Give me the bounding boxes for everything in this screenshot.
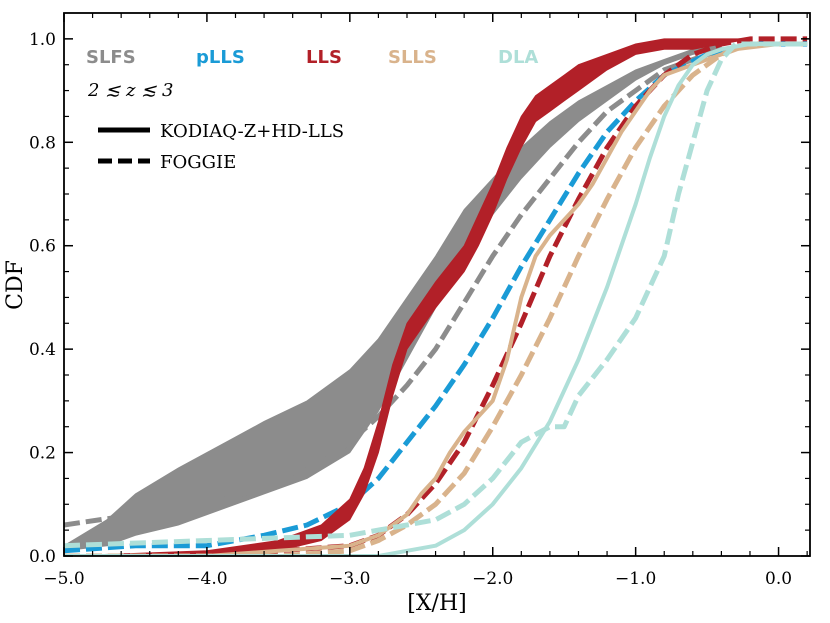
legend-entry-foggie: FOGGIE: [160, 152, 236, 173]
y-tick-label: 0.0: [29, 547, 56, 567]
legend-entry-kodiaq: KODIAQ-Z+HD-LLS: [160, 121, 344, 142]
tick-layer: −5.0 −4.0 −3.0 −2.0 −1.0 0.0 0.0 0.2 0.4 0.6 0.8 1.…: [29, 13, 810, 589]
y-tick-label: 1.0: [29, 30, 56, 50]
series-label-slfs: SLFS: [86, 47, 136, 68]
slls-foggie-line: [64, 41, 808, 556]
series-label-slls: SLLS: [388, 47, 437, 68]
redshift-label: 2 ≲ z ≲ 3: [87, 80, 173, 101]
x-axis-title: [X/H]: [407, 591, 466, 616]
slfs-foggie-line: [64, 41, 808, 528]
x-tick-label: −1.0: [615, 569, 656, 589]
series-labels: SLFS pLLS LLS SLLS DLA: [86, 47, 538, 68]
x-tick-label: −2.0: [472, 569, 513, 589]
y-tick-label: 0.4: [29, 340, 56, 360]
x-tick-label: −5.0: [43, 569, 84, 589]
dla-kodiaq-line: [64, 42, 808, 556]
legend: KODIAQ-Z+HD-LLS FOGGIE: [98, 121, 344, 173]
series-layer: [64, 36, 808, 556]
y-axis-title: CDF: [3, 260, 28, 310]
y-tick-label: 0.8: [29, 133, 56, 153]
x-tick-label: −3.0: [329, 569, 370, 589]
plot-frame: [63, 12, 811, 557]
y-tick-label: 0.6: [29, 237, 56, 257]
series-label-lls: LLS: [306, 47, 342, 68]
slls-kodiaq-line: [64, 42, 808, 556]
dla-foggie-line: [64, 41, 808, 549]
series-label-dla: DLA: [498, 47, 538, 68]
y-tick-label: 0.2: [29, 444, 56, 464]
series-label-plls: pLLS: [196, 47, 245, 68]
x-tick-label: −4.0: [186, 569, 227, 589]
x-tick-label: 0.0: [765, 569, 792, 589]
